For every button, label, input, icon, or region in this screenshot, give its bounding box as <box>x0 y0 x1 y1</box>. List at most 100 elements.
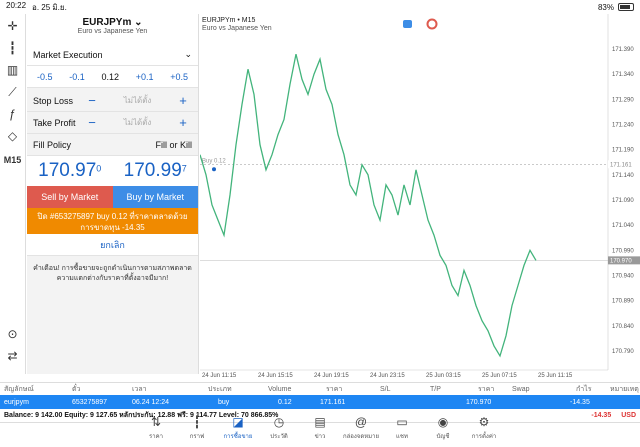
bottom-nav: ⇅ ราคา ┇ กราฟ ◪ การซื้อขาย ◷ ประวัติ ▤ ข่าว @ กล่อง… <box>0 408 640 447</box>
nav-item-news[interactable]: ▤ ข่าว <box>300 408 341 447</box>
nav-item-account[interactable]: ◉ บัญชี <box>423 408 464 447</box>
buy-price-tag <box>608 160 640 169</box>
sell-price: 170.970 <box>38 160 102 181</box>
price-chart[interactable]: EURJPYm • M15 Euro vs Japanese Yen 171.3… <box>200 14 640 378</box>
nav-item-quotes[interactable]: ⇅ ราคา <box>136 408 177 447</box>
candles-icon[interactable]: ┇ <box>8 41 17 55</box>
nav-item-mail[interactable]: @ กล่องจดหมาย <box>341 408 382 447</box>
cell-price: 171.161 <box>320 398 346 406</box>
x-tick-label: 25 Jun 11:15 <box>538 373 573 378</box>
lot-minus-01[interactable]: -0.1 <box>69 71 85 82</box>
lot-plus-01[interactable]: +0.1 <box>135 71 154 82</box>
price-series-line <box>200 53 537 358</box>
column-header: Volume <box>268 385 292 393</box>
history-icon: ◷ <box>273 414 285 429</box>
table-row[interactable]: eurjpym 653275897 06.24 12:24 buy 0.12 1… <box>0 395 640 409</box>
take-profit-input[interactable]: ไม่ได้ตั้ง <box>123 118 152 127</box>
chevron-down-icon: ⌄ <box>134 17 143 28</box>
y-tick-label: 171.290 <box>612 97 634 103</box>
positions-area: สัญลักษณ์ ตั๋ว เวลา ประเภท Volume ราคา S/L T/P ร… <box>0 382 640 423</box>
chat-icon: ▭ <box>396 414 408 429</box>
column-header: กำไร <box>576 385 592 393</box>
x-tick-label: 24 Jun 15:15 <box>258 373 293 378</box>
stop-loss-label: Stop Loss <box>33 95 74 106</box>
fill-policy-row[interactable]: Fill Policy Fill or Kill <box>27 134 198 156</box>
close-position-button[interactable]: ปิด #653275897 buy 0.12 ที่ราคาตลาดด้วยก… <box>27 208 198 234</box>
y-tick-label: 170.990 <box>612 248 634 254</box>
stop-loss-row: Stop Loss − ไม่ได้ตั้ง + <box>27 90 198 112</box>
timeframe-button[interactable]: M15 <box>3 155 22 165</box>
nav-item-chat[interactable]: ▭ แชท <box>382 408 423 447</box>
buy-level-marker <box>212 167 216 172</box>
buy-price-tag-text: 171.161 <box>610 162 632 168</box>
x-tick-label: 24 Jun 11:15 <box>202 373 237 378</box>
cancel-button[interactable]: ยกเลิก <box>27 234 198 256</box>
column-header: Swap <box>512 385 530 393</box>
nav-label: กล่องจดหมาย <box>342 433 380 440</box>
oneclick-icon[interactable]: ⇄ <box>7 349 18 363</box>
balance-bar: Balance: 9 142.00 Equity: 9 127.65 หลักป… <box>0 409 640 423</box>
nav-label: บัญชี <box>436 433 450 440</box>
nav-item-settings[interactable]: ⚙ การตั้งค่า <box>464 408 505 447</box>
account-icon: ◉ <box>437 414 449 429</box>
minus-icon[interactable]: − <box>88 93 96 108</box>
currency: USD <box>621 412 636 419</box>
stop-loss-input[interactable]: ไม่ได้ตั้ง <box>123 96 152 105</box>
battery-percent: 83% <box>597 2 614 12</box>
warning-text: คำเตือน! การซื้อขายจะถูกดำเนินการตามสภาพ… <box>33 265 192 282</box>
news-icon: ▤ <box>314 414 326 429</box>
bars-icon[interactable]: ▥ <box>6 63 19 77</box>
column-header: เวลา <box>132 385 147 393</box>
nav-label: กราฟ <box>189 433 205 440</box>
lot-minus-05[interactable]: -0.5 <box>37 71 53 82</box>
column-header: ตั๋ว <box>72 385 81 393</box>
cell-type: buy <box>218 398 230 406</box>
execution-select[interactable]: Market Execution ⌄ <box>27 44 198 66</box>
sell-button[interactable]: Sell by Market <box>27 186 113 208</box>
take-profit-label: Take Profit <box>33 117 76 128</box>
y-tick-label: 171.140 <box>612 173 634 179</box>
lot-plus-05[interactable]: +0.5 <box>170 71 188 82</box>
status-bar: 20:22 อ. 25 มิ.ย. 83% <box>0 0 640 14</box>
indicator-badge-icon[interactable] <box>403 20 412 28</box>
fill-policy-value: Fill or Kill <box>155 139 192 150</box>
crosshair-icon[interactable]: ✛ <box>7 19 18 33</box>
column-header: ประเภท <box>208 385 232 393</box>
column-header: ราคา <box>326 385 343 393</box>
line-tool-icon[interactable]: ⟋ <box>8 84 17 99</box>
nav-label: แชท <box>396 433 408 440</box>
chart-icon: ┇ <box>193 414 201 429</box>
y-tick-label: 171.390 <box>612 47 634 53</box>
x-tick-label: 24 Jun 23:15 <box>370 373 405 378</box>
nav-item-trade[interactable]: ◪ การซื้อขาย <box>218 408 259 447</box>
mail-icon: @ <box>354 414 368 429</box>
symbol-description: Euro vs Japanese Yen <box>77 28 148 35</box>
column-header: T/P <box>430 385 441 393</box>
nav-item-history[interactable]: ◷ ประวัติ <box>259 408 300 447</box>
nav-label: การซื้อขาย <box>223 433 253 440</box>
indicator-icon[interactable]: ƒ <box>9 107 16 121</box>
minus-icon[interactable]: − <box>88 115 96 130</box>
nav-label: ข่าว <box>314 433 326 440</box>
chart-toolbar: ✛ ┇ ▥ ⟋ ƒ ◇ M15 ⊙ ⇄ <box>0 14 26 374</box>
y-tick-label: 171.040 <box>612 223 634 229</box>
fill-policy-label: Fill Policy <box>33 139 72 150</box>
y-tick-label: 171.190 <box>612 148 634 154</box>
record-icon[interactable] <box>426 18 438 30</box>
x-tick-label: 24 Jun 19:15 <box>314 373 349 378</box>
execution-mode: Market Execution <box>33 49 103 60</box>
nav-item-chart[interactable]: ┇ กราฟ <box>177 408 218 447</box>
link-icon[interactable]: ⊙ <box>7 327 18 341</box>
buy-level-label: Buy 0.12 <box>202 158 226 164</box>
buy-button[interactable]: Buy by Market <box>112 186 198 208</box>
plus-icon[interactable]: + <box>179 115 187 130</box>
lot-value[interactable]: 0.12 <box>101 71 119 82</box>
symbol-header[interactable]: EURJPYm ⌄ Euro vs Japanese Yen <box>27 14 198 44</box>
plus-icon[interactable]: + <box>179 93 187 108</box>
cell-time: 06.24 12:24 <box>132 398 169 406</box>
cell-volume: 0.12 <box>278 398 292 406</box>
y-tick-label: 170.840 <box>612 324 634 330</box>
take-profit-row: Take Profit − ไม่ได้ตั้ง + <box>27 112 198 134</box>
current-price-tag <box>608 256 640 265</box>
objects-icon[interactable]: ◇ <box>7 129 18 143</box>
